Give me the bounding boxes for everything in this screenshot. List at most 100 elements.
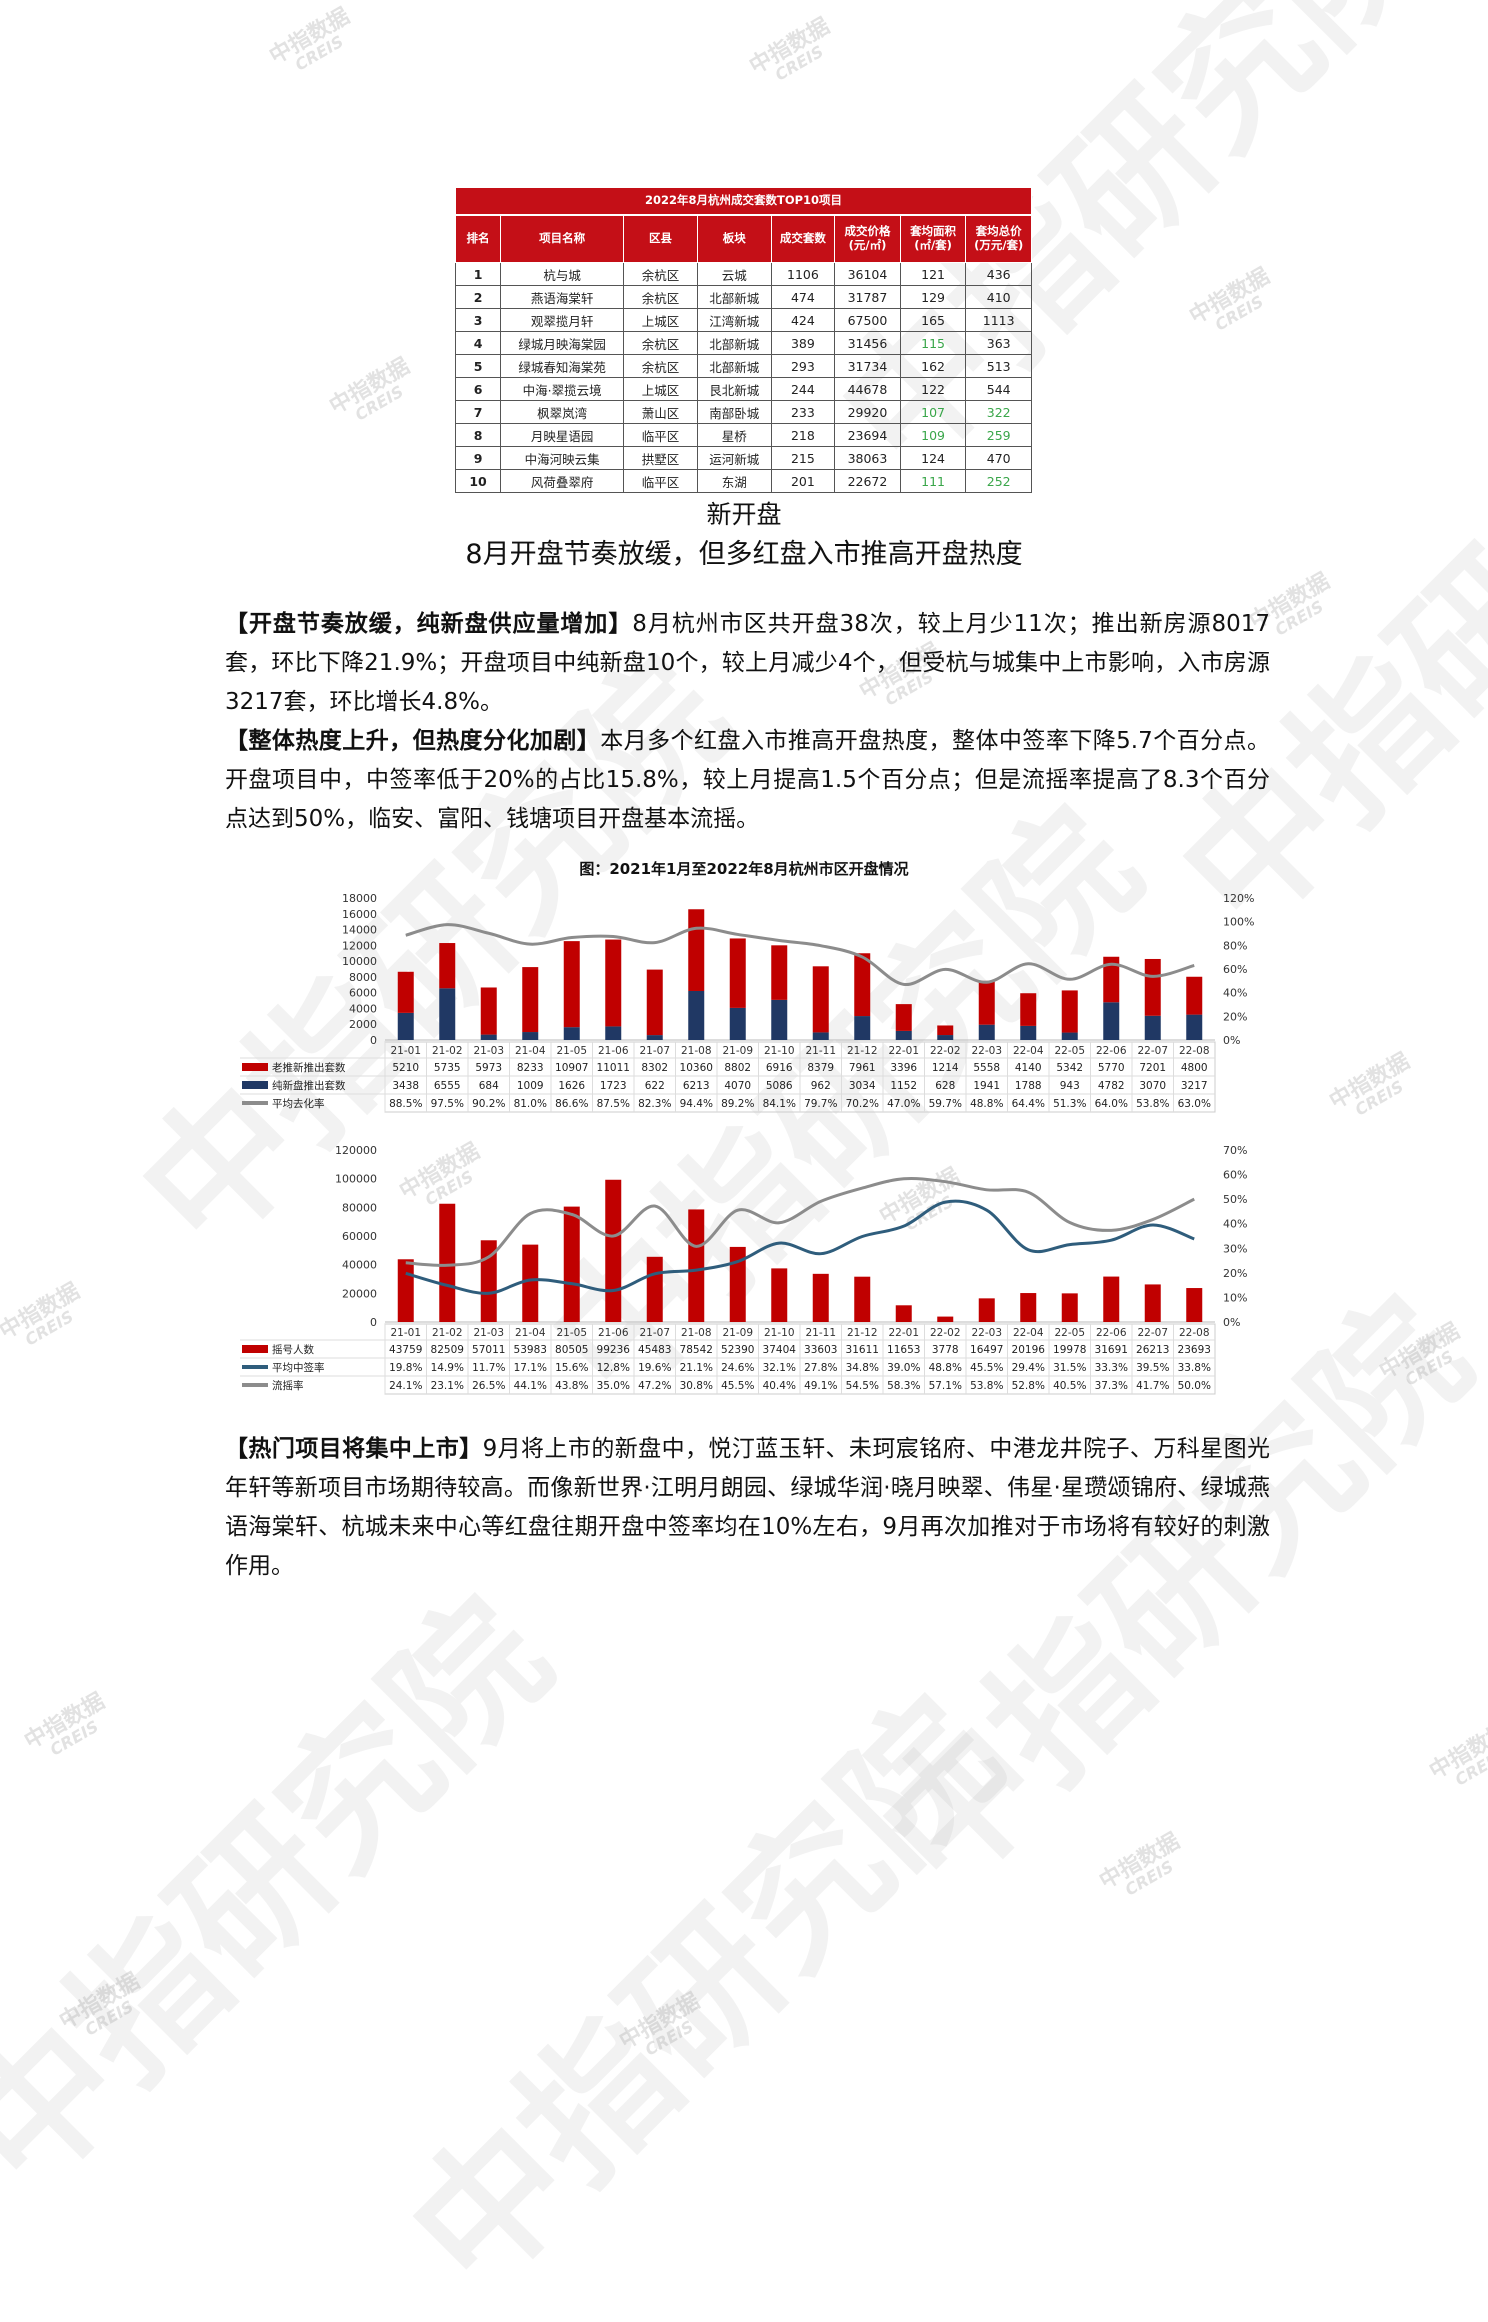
x-tick-label: 22-05	[1054, 1045, 1085, 1057]
table-cell: 162	[899, 354, 967, 378]
data-label: 3070	[1139, 1080, 1166, 1092]
data-label: 35.0%	[597, 1380, 630, 1392]
bar	[1144, 1015, 1161, 1040]
data-label: 6213	[683, 1080, 710, 1092]
data-label: 3217	[1181, 1080, 1208, 1092]
table-cell: 44678	[834, 377, 901, 401]
y-tick-label: 0	[370, 1034, 377, 1047]
table-cell: 436	[965, 262, 1032, 286]
x-tick-label: 21-07	[639, 1045, 670, 1057]
x-tick-label: 22-03	[971, 1327, 1002, 1339]
table-cell: 252	[965, 469, 1032, 493]
bar	[978, 1024, 995, 1040]
x-tick-label: 21-08	[681, 1045, 712, 1057]
table-cell: 余杭区	[623, 262, 698, 286]
data-label: 6916	[766, 1062, 793, 1074]
table-cell: 余杭区	[623, 354, 698, 378]
data-label: 70.2%	[846, 1098, 879, 1110]
data-label: 84.1%	[763, 1098, 796, 1110]
bar	[812, 1032, 829, 1040]
x-tick-label: 21-04	[515, 1045, 546, 1057]
data-label: 7201	[1139, 1062, 1166, 1074]
y2-tick-label: 60%	[1223, 1169, 1247, 1182]
table-cell: 临平区	[623, 469, 698, 493]
table-cell: 38063	[834, 446, 901, 470]
data-label: 4140	[1015, 1062, 1042, 1074]
bar	[563, 1027, 580, 1040]
table-cell: 月映星语园	[500, 423, 625, 447]
data-label: 33.8%	[1178, 1362, 1211, 1374]
bar	[646, 969, 663, 1036]
table-cell: 129	[899, 285, 967, 309]
bar	[1186, 1014, 1203, 1040]
data-label: 37404	[763, 1344, 797, 1356]
data-label: 29.4%	[1012, 1362, 1045, 1374]
data-label: 52390	[721, 1344, 754, 1356]
chart-lottery: 0 20000 40000 60000 80000 100000 120000 0% 10% 20…	[240, 1144, 1247, 1395]
y-tick-label: 10000	[342, 955, 377, 968]
bar	[978, 1298, 995, 1322]
watermark-logo: 中指数据 CREIS	[1425, 1718, 1488, 1790]
data-label: 27.8%	[804, 1362, 837, 1374]
bar	[439, 943, 456, 989]
x-tick-label: 21-12	[847, 1045, 878, 1057]
bar	[1061, 1032, 1078, 1040]
data-label: 48.8%	[929, 1362, 962, 1374]
table-cell: 观翠揽月轩	[500, 308, 625, 332]
x-tick-label: 22-08	[1179, 1045, 1210, 1057]
bar	[895, 1030, 912, 1040]
data-label: 39.5%	[1136, 1362, 1169, 1374]
bar	[397, 1012, 414, 1040]
data-label: 4782	[1098, 1080, 1125, 1092]
data-label: 54.5%	[846, 1380, 879, 1392]
bar	[563, 941, 580, 1028]
table-cell: 165	[899, 308, 967, 332]
y-tick-label: 0	[370, 1316, 377, 1329]
x-tick-label: 21-03	[473, 1327, 504, 1339]
x-tick-label: 22-01	[888, 1045, 919, 1057]
section-subtitle: 8月开盘节奏放缓，但多红盘入市推高开盘热度	[465, 539, 1023, 570]
x-tick-label: 21-12	[847, 1327, 878, 1339]
y2-tick-label: 80%	[1223, 939, 1247, 952]
y-tick-label: 120000	[335, 1144, 377, 1157]
table-cell: 江湾新城	[696, 308, 772, 332]
data-label: 6555	[434, 1080, 461, 1092]
bar	[1020, 993, 1037, 1026]
data-label: 24.6%	[721, 1362, 754, 1374]
bar	[522, 967, 539, 1033]
bar	[439, 988, 456, 1040]
table-cell: 余杭区	[623, 331, 698, 355]
bar	[605, 939, 622, 1027]
paragraph-1: 【开盘节奏放缓，纯新盘供应量增加】8月杭州市区共开盘38次，较上月少11次；推出…	[225, 605, 1270, 722]
data-label: 43.8%	[555, 1380, 588, 1392]
y-tick-label: 80000	[342, 1201, 377, 1214]
bar	[895, 1004, 912, 1031]
data-label: 44.1%	[514, 1380, 547, 1392]
table-cell: 燕语海棠轩	[500, 285, 625, 309]
table-row: 2 燕语海棠轩 余杭区 北部新城 474 31787 129 410	[454, 285, 1032, 309]
data-label: 34.8%	[846, 1362, 879, 1374]
x-tick-label: 21-07	[639, 1327, 670, 1339]
y-tick-label: 12000	[342, 939, 377, 952]
x-tick-label: 22-03	[971, 1045, 1002, 1057]
x-tick-label: 21-10	[764, 1045, 795, 1057]
paragraph-2: 【整体热度上升，但热度分化加剧】本月多个红盘入市推高开盘热度，整体中签率下降5.…	[225, 722, 1270, 839]
table-row: 10 风荷叠翠府 临平区 东湖 201 22672 111 252	[454, 469, 1032, 493]
legend-label: 摇号人数	[272, 1343, 314, 1356]
column-header: 区县	[623, 214, 698, 263]
table-cell: 363	[965, 331, 1032, 355]
table-cell: 29920	[834, 400, 901, 424]
bar	[605, 1026, 622, 1040]
y2-tick-label: 40%	[1223, 987, 1247, 1000]
data-label: 82.3%	[638, 1098, 671, 1110]
table-cell: 31734	[834, 354, 901, 378]
y2-tick-label: 30%	[1223, 1242, 1247, 1255]
table-cell: 6	[454, 377, 502, 401]
data-label: 1941	[973, 1080, 1000, 1092]
data-label: 53.8%	[1136, 1098, 1169, 1110]
y-tick-label: 14000	[342, 924, 377, 937]
column-header: 排名	[454, 214, 502, 263]
data-label: 63.0%	[1178, 1098, 1211, 1110]
watermark-text: 中指研究院	[0, 1568, 582, 2222]
table-row: 3 观翠揽月轩 上城区 江湾新城 424 67500 165 1113	[454, 308, 1032, 332]
